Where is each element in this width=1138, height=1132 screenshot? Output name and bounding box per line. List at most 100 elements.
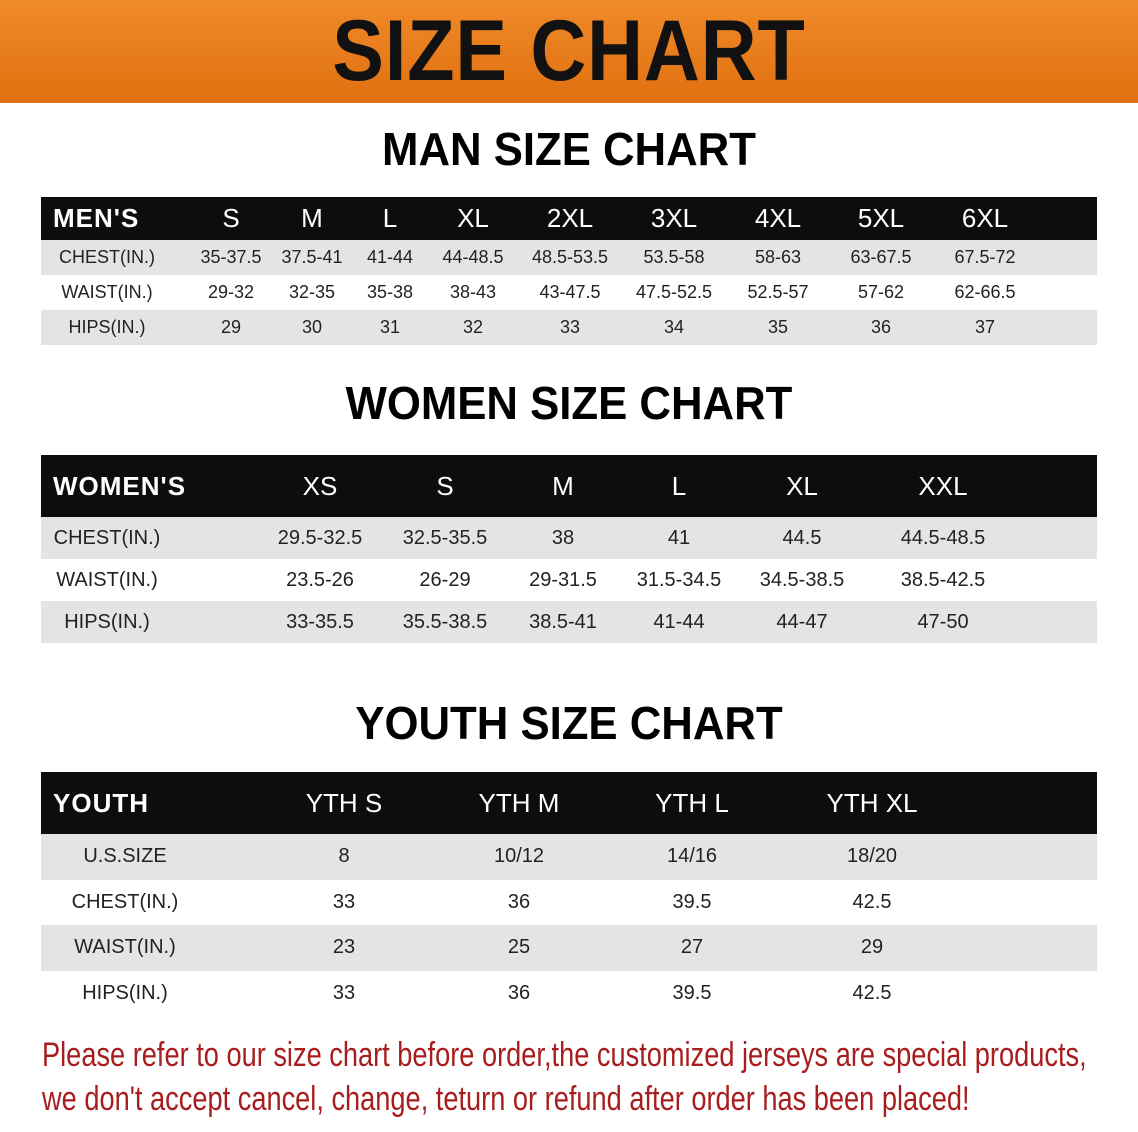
table-row: CHEST(IN.) 33 36 39.5 42.5 (41, 879, 1097, 925)
size-header-cell: 5XL (857, 203, 905, 233)
measurement-cell: 29 (220, 317, 242, 337)
measurement-cell: 18/20 (846, 845, 898, 868)
size-header-cell: YTH XL (826, 787, 918, 818)
size-header-cell: YTH M (478, 787, 560, 818)
measurement-cell: 35-37.5 (200, 247, 262, 267)
measurement-cell: 32 (462, 317, 484, 337)
measurement-cell: 41 (667, 526, 691, 549)
measurement-cell: 42.5 (852, 890, 892, 913)
size-header-cell: S (436, 470, 454, 501)
row-label: HIPS(IN.) (68, 317, 146, 337)
size-header-cell: 2XL (546, 203, 594, 233)
size-header-cell: S (222, 203, 240, 233)
row-label: WAIST(IN.) (61, 282, 153, 302)
women-size-table: WOMEN'S XS S M L XL XXL CHEST(IN.) 29.5-32.5 32.5… (41, 455, 1097, 643)
size-header-cell: XL (457, 203, 489, 233)
measurement-cell: 35-38 (366, 282, 414, 302)
table-row: U.S.SIZE 8 10/12 14/16 18/20 (41, 834, 1097, 880)
measurement-cell: 29-32 (207, 282, 255, 302)
notice-line-2: we don't accept cancel, change, teturn o… (42, 1080, 970, 1118)
measurement-cell: 47-50 (917, 610, 969, 633)
measurement-cell: 36 (507, 981, 531, 1004)
table-title-cell: YOUTH (53, 787, 149, 818)
measurement-cell: 58-63 (754, 247, 802, 267)
measurement-cell: 31.5-34.5 (636, 568, 722, 591)
measurement-cell: 29.5-32.5 (277, 526, 363, 549)
size-header-cell: XS (302, 470, 338, 501)
measurement-cell: 44.5 (782, 526, 822, 549)
measurement-cell: 33 (332, 890, 356, 913)
row-label: CHEST(IN.) (71, 890, 179, 913)
size-header-cell: L (671, 470, 687, 501)
size-header-cell: 3XL (650, 203, 698, 233)
measurement-cell: 48.5-53.5 (531, 247, 609, 267)
measurement-cell: 34.5-38.5 (759, 568, 845, 591)
table-row: HIPS(IN.) 29 30 31 32 33 34 35 36 37 (41, 310, 1097, 345)
table-row: WAIST(IN.) 23.5-26 26-29 29-31.5 31.5-34.5 34… (41, 559, 1097, 601)
table-row: HIPS(IN.) 33 36 39.5 42.5 (41, 970, 1097, 1016)
table-header-row: YOUTH YTH S YTH M YTH L YTH XL (41, 772, 1097, 834)
size-header-cell: 6XL (961, 203, 1009, 233)
men-size-table: MEN'S S M L XL 2XL 3XL 4XL 5XL 6XL CHEST(IN.) 35-37… (41, 197, 1097, 345)
measurement-cell: 26-29 (419, 568, 471, 591)
measurement-cell: 67.5-72 (954, 247, 1016, 267)
row-label: CHEST(IN.) (53, 526, 161, 549)
measurement-cell: 33 (559, 317, 581, 337)
measurement-cell: 30 (301, 317, 323, 337)
measurement-cell: 37.5-41 (281, 247, 343, 267)
measurement-cell: 34 (663, 317, 685, 337)
measurement-cell: 44.5-48.5 (900, 526, 986, 549)
table-row: HIPS(IN.) 33-35.5 35.5-38.5 38.5-41 41-44 44-… (41, 601, 1097, 643)
measurement-cell: 27 (680, 936, 704, 959)
size-header-cell: M (301, 203, 323, 233)
measurement-cell: 23 (332, 936, 356, 959)
women-section-title: WOMEN SIZE CHART (345, 377, 793, 429)
youth-section-title: YOUTH SIZE CHART (355, 697, 783, 749)
measurement-cell: 63-67.5 (850, 247, 912, 267)
measurement-cell: 31 (379, 317, 401, 337)
row-label: U.S.SIZE (83, 845, 167, 868)
measurement-cell: 38.5-41 (529, 610, 597, 633)
measurement-cell: 44-48.5 (442, 247, 504, 267)
table-header-row: WOMEN'S XS S M L XL XXL (41, 455, 1097, 517)
measurement-cell: 23.5-26 (286, 568, 354, 591)
table-row: CHEST(IN.) 29.5-32.5 32.5-35.5 38 41 44.5 44.5… (41, 517, 1097, 559)
measurement-cell: 41-44 (366, 247, 414, 267)
banner-title: SIZE CHART (332, 3, 806, 99)
measurement-cell: 39.5 (672, 981, 712, 1004)
youth-size-table: YOUTH YTH S YTH M YTH L YTH XL U.S.SIZE 8 10/12… (41, 772, 1097, 1016)
measurement-cell: 44-47 (776, 610, 828, 633)
row-label: HIPS(IN.) (64, 610, 150, 633)
measurement-cell: 53.5-58 (643, 247, 705, 267)
row-label: CHEST(IN.) (59, 247, 155, 267)
notice-line-1: Please refer to our size chart before or… (42, 1036, 1087, 1074)
table-header-row: MEN'S S M L XL 2XL 3XL 4XL 5XL 6XL (41, 197, 1097, 240)
size-header-cell: YTH L (655, 787, 729, 818)
men-section-title: MAN SIZE CHART (382, 123, 756, 175)
measurement-cell: 32-35 (288, 282, 336, 302)
measurement-cell: 36 (507, 890, 531, 913)
table-title-cell: WOMEN'S (53, 470, 187, 501)
row-label: WAIST(IN.) (74, 936, 176, 959)
table-row: CHEST(IN.) 35-37.5 37.5-41 41-44 44-48.5 48.5… (41, 240, 1097, 275)
measurement-cell: 32.5-35.5 (402, 526, 488, 549)
measurement-cell: 36 (870, 317, 892, 337)
measurement-cell: 25 (507, 936, 531, 959)
measurement-cell: 37 (974, 317, 996, 337)
measurement-cell: 33 (332, 981, 356, 1004)
size-header-cell: XL (786, 470, 818, 501)
size-header-cell: M (552, 470, 574, 501)
measurement-cell: 43-47.5 (539, 282, 601, 302)
measurement-cell: 8 (338, 845, 350, 868)
measurement-cell: 42.5 (852, 981, 892, 1004)
table-row: WAIST(IN.) 29-32 32-35 35-38 38-43 43-47.5 47.… (41, 275, 1097, 310)
size-header-cell: L (382, 203, 398, 233)
measurement-cell: 10/12 (493, 845, 545, 868)
measurement-cell: 52.5-57 (747, 282, 809, 302)
measurement-cell: 38 (551, 526, 575, 549)
measurement-cell: 47.5-52.5 (635, 282, 713, 302)
size-header-cell: 4XL (754, 203, 802, 233)
size-header-cell: XXL (918, 470, 968, 501)
measurement-cell: 62-66.5 (954, 282, 1016, 302)
